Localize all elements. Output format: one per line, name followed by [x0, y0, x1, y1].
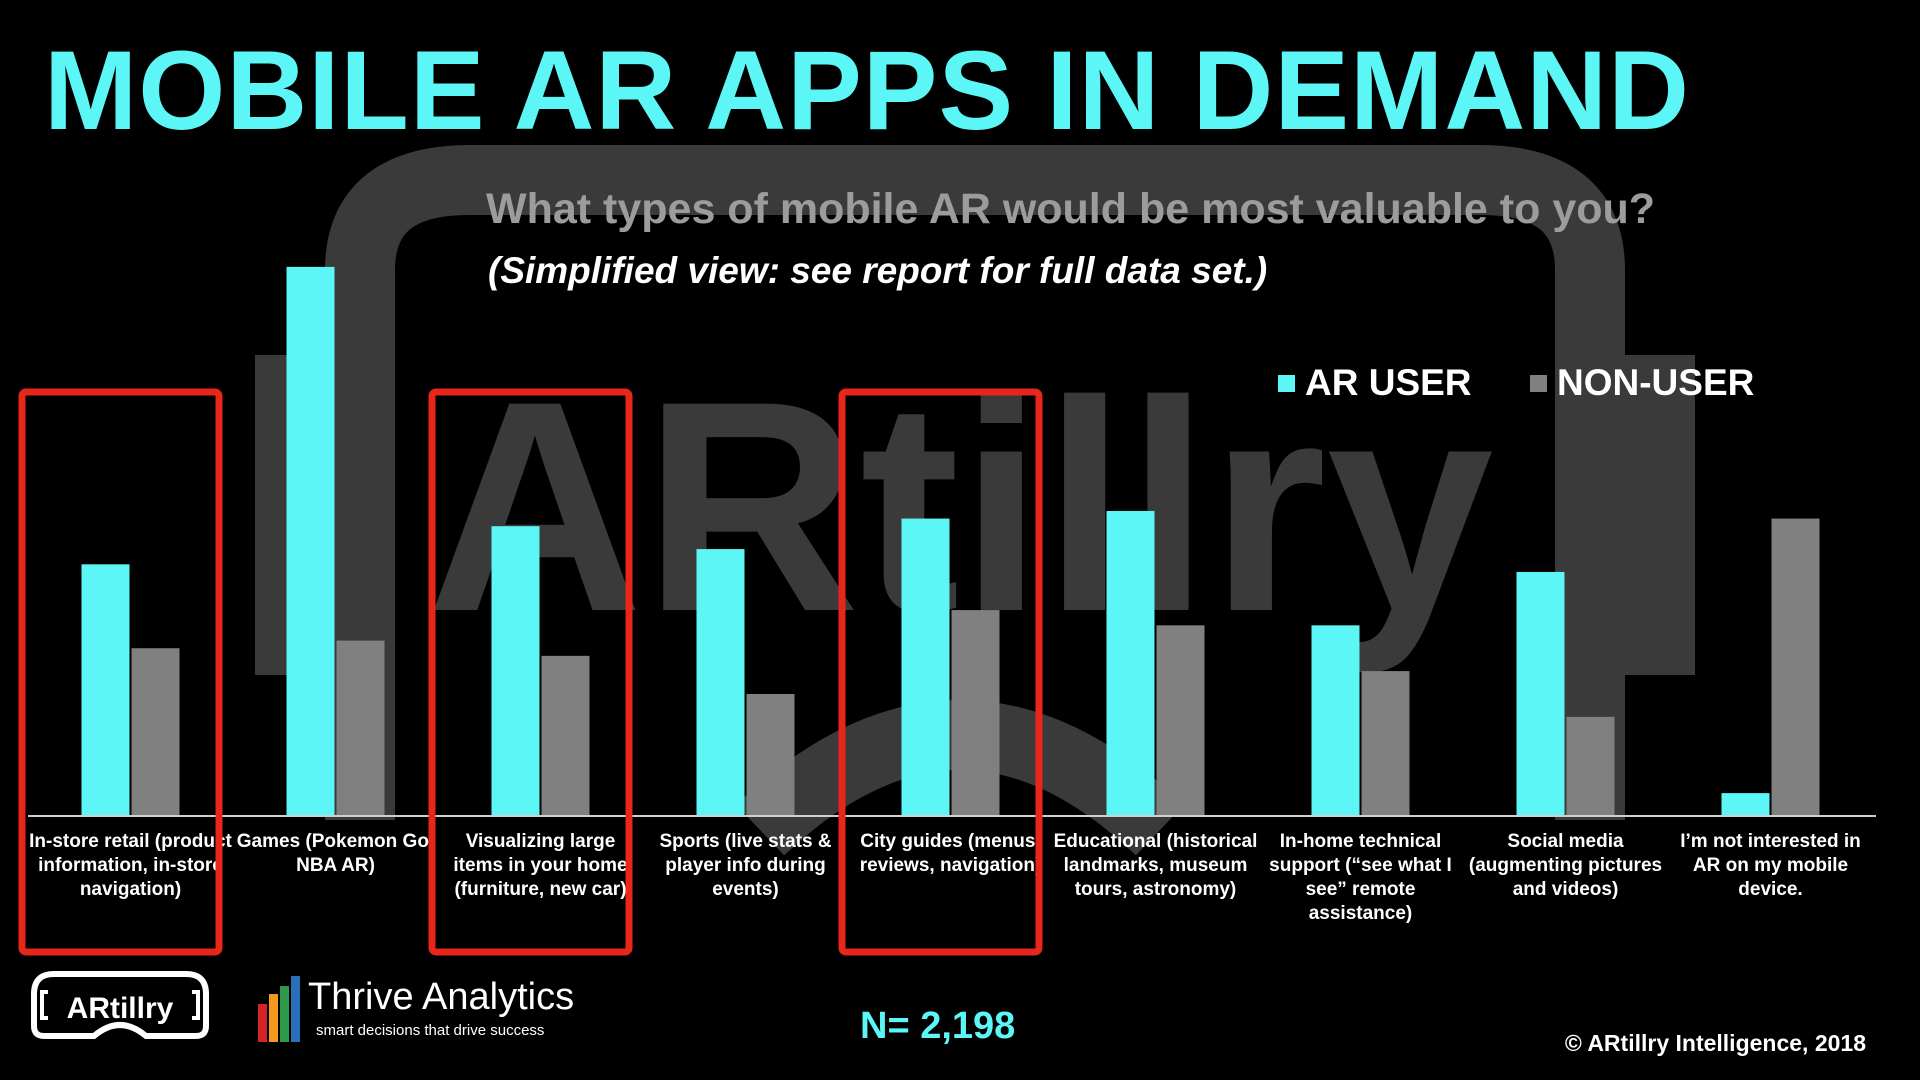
thrive-name: Thrive Analytics	[308, 976, 575, 1018]
bar-non-user-6	[1361, 671, 1410, 816]
bar-non-user-3	[746, 693, 795, 816]
thrive-bars-icon	[258, 976, 300, 1042]
bar-ar-user-8	[1721, 793, 1770, 816]
bar-non-user-0	[131, 648, 180, 816]
sample-size: N= 2,198	[860, 1005, 1016, 1047]
artillry-logo-text: ARtillry	[67, 992, 174, 1025]
bar-non-user-4	[951, 610, 1000, 816]
watermark-headset-outline	[325, 145, 1625, 820]
legend-swatch-ar-user	[1278, 374, 1295, 392]
category-label-4: City guides (menus, reviews, navigation)	[859, 831, 1042, 876]
legend-swatch-non-user	[1530, 374, 1547, 392]
bar-ar-user-4	[901, 518, 950, 816]
bar-non-user-5	[1156, 625, 1205, 816]
bar-non-user-8	[1771, 518, 1820, 816]
bar-ar-user-6	[1311, 625, 1360, 816]
copyright: © ARtillry Intelligence, 2018	[1564, 1030, 1866, 1056]
bar-non-user-2	[541, 655, 590, 816]
artillry-logo: ARtillry	[31, 971, 209, 1039]
category-label-6: In-home technical support (“see what I s…	[1269, 831, 1452, 924]
bar-ar-user-2	[491, 526, 540, 816]
thrive-analytics-logo: Thrive Analytics smart decisions that dr…	[256, 974, 574, 1051]
thrive-tagline: smart decisions that drive success	[316, 1022, 545, 1039]
bar-non-user-1	[336, 640, 385, 816]
bar-ar-user-7	[1516, 571, 1565, 816]
bar-ar-user-5	[1106, 510, 1155, 816]
chart-question: What types of mobile AR would be most va…	[486, 185, 1656, 233]
category-label-0: In-store retail (product information, in…	[29, 831, 232, 900]
category-label-1: Games (Pokemon Go, NBA AR)	[236, 831, 435, 876]
bar-ar-user-3	[696, 549, 745, 816]
chart-note: (Simplified view: see report for full da…	[488, 250, 1268, 291]
legend-non-user: NON-USER	[1530, 362, 1754, 404]
watermark-right-bracket	[1590, 355, 1695, 675]
category-label-3: Sports (live stats & player info during …	[659, 831, 832, 900]
bar-ar-user-0	[81, 564, 130, 816]
bar-non-user-7	[1566, 716, 1615, 816]
category-label-5: Educational (historical landmarks, museu…	[1053, 831, 1258, 900]
page-title: MOBILE AR APPS IN DEMAND	[44, 28, 1690, 153]
category-label-8: I’m not interested in AR on my mobile de…	[1680, 831, 1861, 900]
legend-ar-user: AR USER	[1278, 362, 1472, 404]
legend-label-ar-user: AR USER	[1305, 362, 1472, 403]
category-label-2: Visualizing large items in your home (fu…	[453, 831, 628, 900]
legend-label-non-user: NON-USER	[1557, 362, 1755, 403]
bar-ar-user-1	[286, 266, 335, 816]
category-label-7: Social media (augmenting pictures and vi…	[1468, 831, 1663, 900]
